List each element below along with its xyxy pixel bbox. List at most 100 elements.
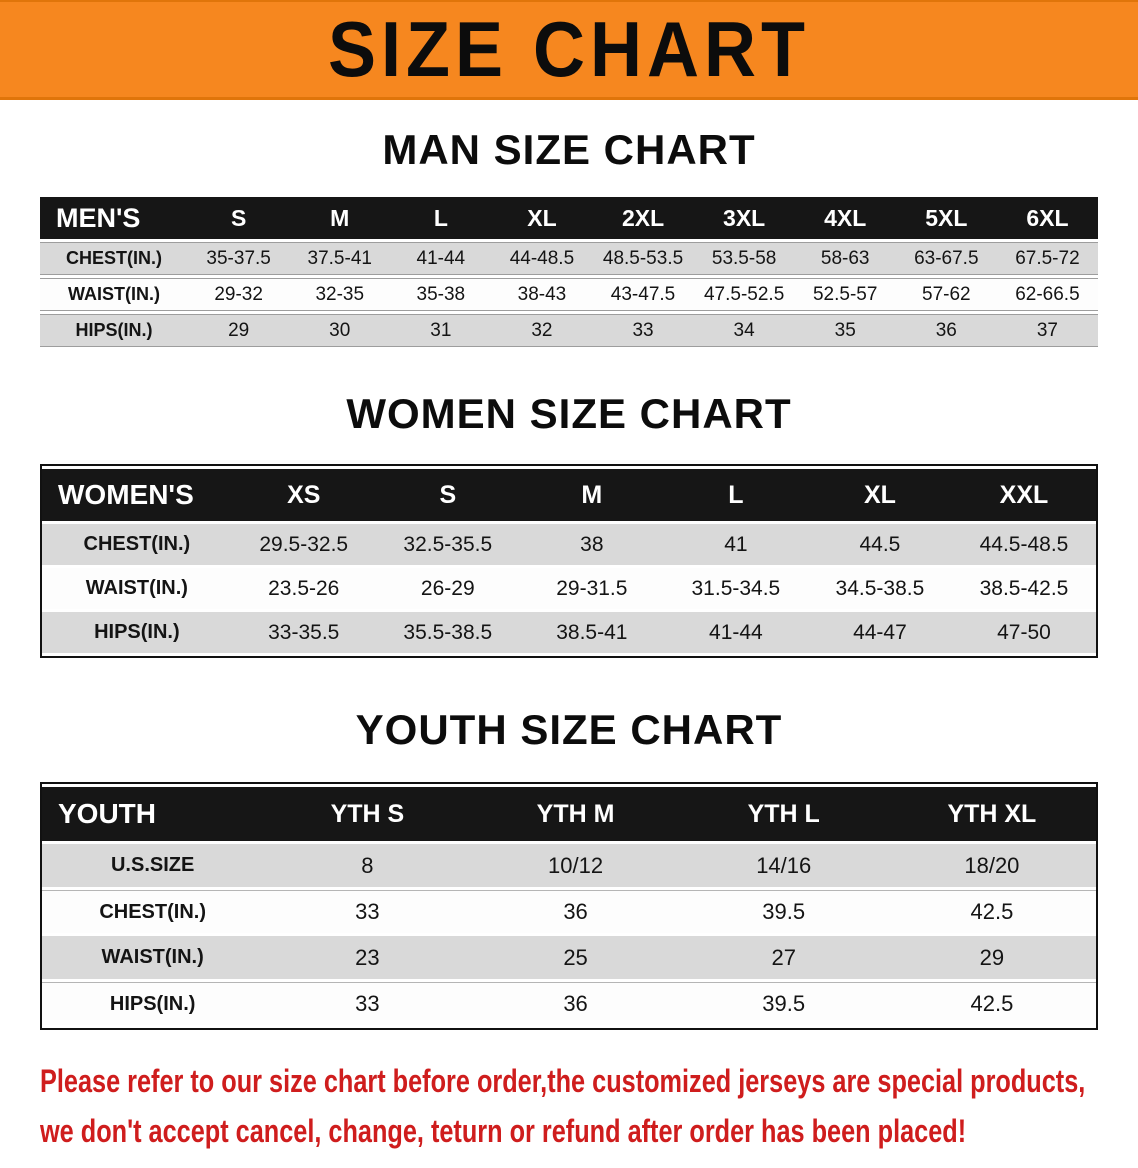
women-table-wrap: WOMEN'S XS S M L XL XXL CHEST(IN.) 29.5-32.5 32.5… xyxy=(40,464,1098,658)
measurement-value: 34.5-38.5 xyxy=(807,568,952,609)
measurement-value: 57-62 xyxy=(895,278,997,311)
size-header-cell: XXL xyxy=(951,469,1096,521)
measurement-value: 29 xyxy=(188,314,290,347)
size-header-cell: S xyxy=(375,469,520,521)
women-table-frame: WOMEN'S XS S M L XL XXL CHEST(IN.) 29.5-32.5 32.5… xyxy=(40,464,1098,658)
size-header-row: MEN'S S M L XL 2XL 3XL 4XL 5XL 6XL xyxy=(40,197,1098,239)
table-title-cell: WOMEN'S xyxy=(42,469,232,521)
measurement-value: 29.5-32.5 xyxy=(231,524,376,565)
measurement-label: WAIST(IN.) xyxy=(42,568,232,609)
size-header-cell: L xyxy=(390,197,492,239)
size-header-cell: M xyxy=(289,197,391,239)
measurement-label: HIPS(IN.) xyxy=(42,612,232,653)
measurement-value: 47-50 xyxy=(951,612,1096,653)
notice-line-2: we don't accept cancel, change, teturn o… xyxy=(40,1113,967,1149)
measurement-row: CHEST(IN.) 35-37.5 37.5-41 41-44 44-48.5 48.5… xyxy=(40,242,1098,275)
measurement-value: 35.5-38.5 xyxy=(375,612,520,653)
measurement-value: 33 xyxy=(263,890,472,933)
measurement-value: 37 xyxy=(996,314,1098,347)
measurement-row: WAIST(IN.) 29-32 32-35 35-38 38-43 43-47.5 47.… xyxy=(40,278,1098,311)
measurement-value: 36 xyxy=(895,314,997,347)
measurement-value: 32.5-35.5 xyxy=(375,524,520,565)
measurement-value: 41 xyxy=(663,524,808,565)
measurement-value: 38 xyxy=(519,524,664,565)
measurement-value: 33 xyxy=(592,314,694,347)
measurement-value: 31 xyxy=(390,314,492,347)
measurement-value: 37.5-41 xyxy=(289,242,391,275)
measurement-value: 52.5-57 xyxy=(794,278,896,311)
youth-table-wrap: YOUTH YTH S YTH M YTH L YTH XL U.S.SIZE 8 10/12… xyxy=(40,782,1098,1030)
measurement-value: 32-35 xyxy=(289,278,391,311)
measurement-row: HIPS(IN.) 33 36 39.5 42.5 xyxy=(42,982,1096,1025)
measurement-row: U.S.SIZE 8 10/12 14/16 18/20 xyxy=(42,844,1096,887)
measurement-value: 23 xyxy=(263,936,472,979)
measurement-value: 38.5-41 xyxy=(519,612,664,653)
measurement-value: 33-35.5 xyxy=(231,612,376,653)
measurement-value: 63-67.5 xyxy=(895,242,997,275)
measurement-value: 31.5-34.5 xyxy=(663,568,808,609)
measurement-value: 38.5-42.5 xyxy=(951,568,1096,609)
measurement-label: WAIST(IN.) xyxy=(40,278,189,311)
women-section: WOMEN SIZE CHART WOMEN'S XS S M L XL XXL CHEST(… xyxy=(0,390,1138,658)
size-header-cell: 5XL xyxy=(895,197,997,239)
measurement-value: 44.5 xyxy=(807,524,952,565)
measurement-value: 33 xyxy=(263,982,472,1025)
size-header-cell: YTH M xyxy=(471,787,680,841)
size-header-row: WOMEN'S XS S M L XL XXL xyxy=(42,469,1096,521)
measurement-value: 35 xyxy=(794,314,896,347)
measurement-value: 35-37.5 xyxy=(188,242,290,275)
youth-section-heading: YOUTH SIZE CHART xyxy=(355,706,783,753)
measurement-value: 29 xyxy=(887,936,1096,979)
measurement-value: 25 xyxy=(471,936,680,979)
measurement-row: CHEST(IN.) 33 36 39.5 42.5 xyxy=(42,890,1096,933)
measurement-row: HIPS(IN.) 29 30 31 32 33 34 35 36 37 xyxy=(40,314,1098,347)
measurement-value: 53.5-58 xyxy=(693,242,795,275)
measurement-value: 42.5 xyxy=(887,890,1096,933)
women-size-table: WOMEN'S XS S M L XL XXL CHEST(IN.) 29.5-32.5 32.5… xyxy=(42,466,1096,656)
measurement-value: 26-29 xyxy=(375,568,520,609)
size-header-cell: YTH XL xyxy=(887,787,1096,841)
measurement-value: 48.5-53.5 xyxy=(592,242,694,275)
table-title-cell: MEN'S xyxy=(40,197,189,239)
size-header-cell: M xyxy=(519,469,664,521)
order-notice: Please refer to our size chart before or… xyxy=(40,1056,1138,1156)
measurement-value: 44-48.5 xyxy=(491,242,593,275)
page-title: SIZE CHART xyxy=(328,6,810,93)
measurement-row: WAIST(IN.) 23 25 27 29 xyxy=(42,936,1096,979)
measurement-label: CHEST(IN.) xyxy=(40,242,189,275)
size-header-cell: XL xyxy=(491,197,593,239)
measurement-row: WAIST(IN.) 23.5-26 26-29 29-31.5 31.5-34.5 34… xyxy=(42,568,1096,609)
measurement-value: 29-32 xyxy=(188,278,290,311)
measurement-value: 47.5-52.5 xyxy=(693,278,795,311)
banner: SIZE CHART xyxy=(0,0,1138,100)
measurement-value: 23.5-26 xyxy=(231,568,376,609)
measurement-value: 39.5 xyxy=(679,982,888,1025)
measurement-label: HIPS(IN.) xyxy=(40,314,189,347)
measurement-value: 44-47 xyxy=(807,612,952,653)
youth-table-frame: YOUTH YTH S YTH M YTH L YTH XL U.S.SIZE 8 10/12… xyxy=(40,782,1098,1030)
size-header-cell: YTH L xyxy=(679,787,888,841)
men-table-wrap: MEN'S S M L XL 2XL 3XL 4XL 5XL 6XL CHEST(IN.) 35-37… xyxy=(40,194,1098,350)
size-header-cell: 6XL xyxy=(996,197,1098,239)
measurement-value: 10/12 xyxy=(471,844,680,887)
table-title-cell: YOUTH xyxy=(42,787,264,841)
measurement-value: 36 xyxy=(471,982,680,1025)
size-header-row: YOUTH YTH S YTH M YTH L YTH XL xyxy=(42,787,1096,841)
measurement-label: U.S.SIZE xyxy=(42,844,264,887)
measurement-value: 44.5-48.5 xyxy=(951,524,1096,565)
measurement-value: 34 xyxy=(693,314,795,347)
measurement-value: 27 xyxy=(679,936,888,979)
measurement-value: 18/20 xyxy=(887,844,1096,887)
measurement-value: 32 xyxy=(491,314,593,347)
men-section-heading: MAN SIZE CHART xyxy=(382,126,756,173)
measurement-value: 58-63 xyxy=(794,242,896,275)
measurement-label: WAIST(IN.) xyxy=(42,936,264,979)
measurement-row: HIPS(IN.) 33-35.5 35.5-38.5 38.5-41 41-44 44-… xyxy=(42,612,1096,653)
size-header-cell: 2XL xyxy=(592,197,694,239)
measurement-value: 38-43 xyxy=(491,278,593,311)
size-header-cell: 3XL xyxy=(693,197,795,239)
size-header-cell: XS xyxy=(231,469,376,521)
youth-section: YOUTH SIZE CHART YOUTH YTH S YTH M YTH L YTH… xyxy=(0,706,1138,1030)
measurement-value: 8 xyxy=(263,844,472,887)
